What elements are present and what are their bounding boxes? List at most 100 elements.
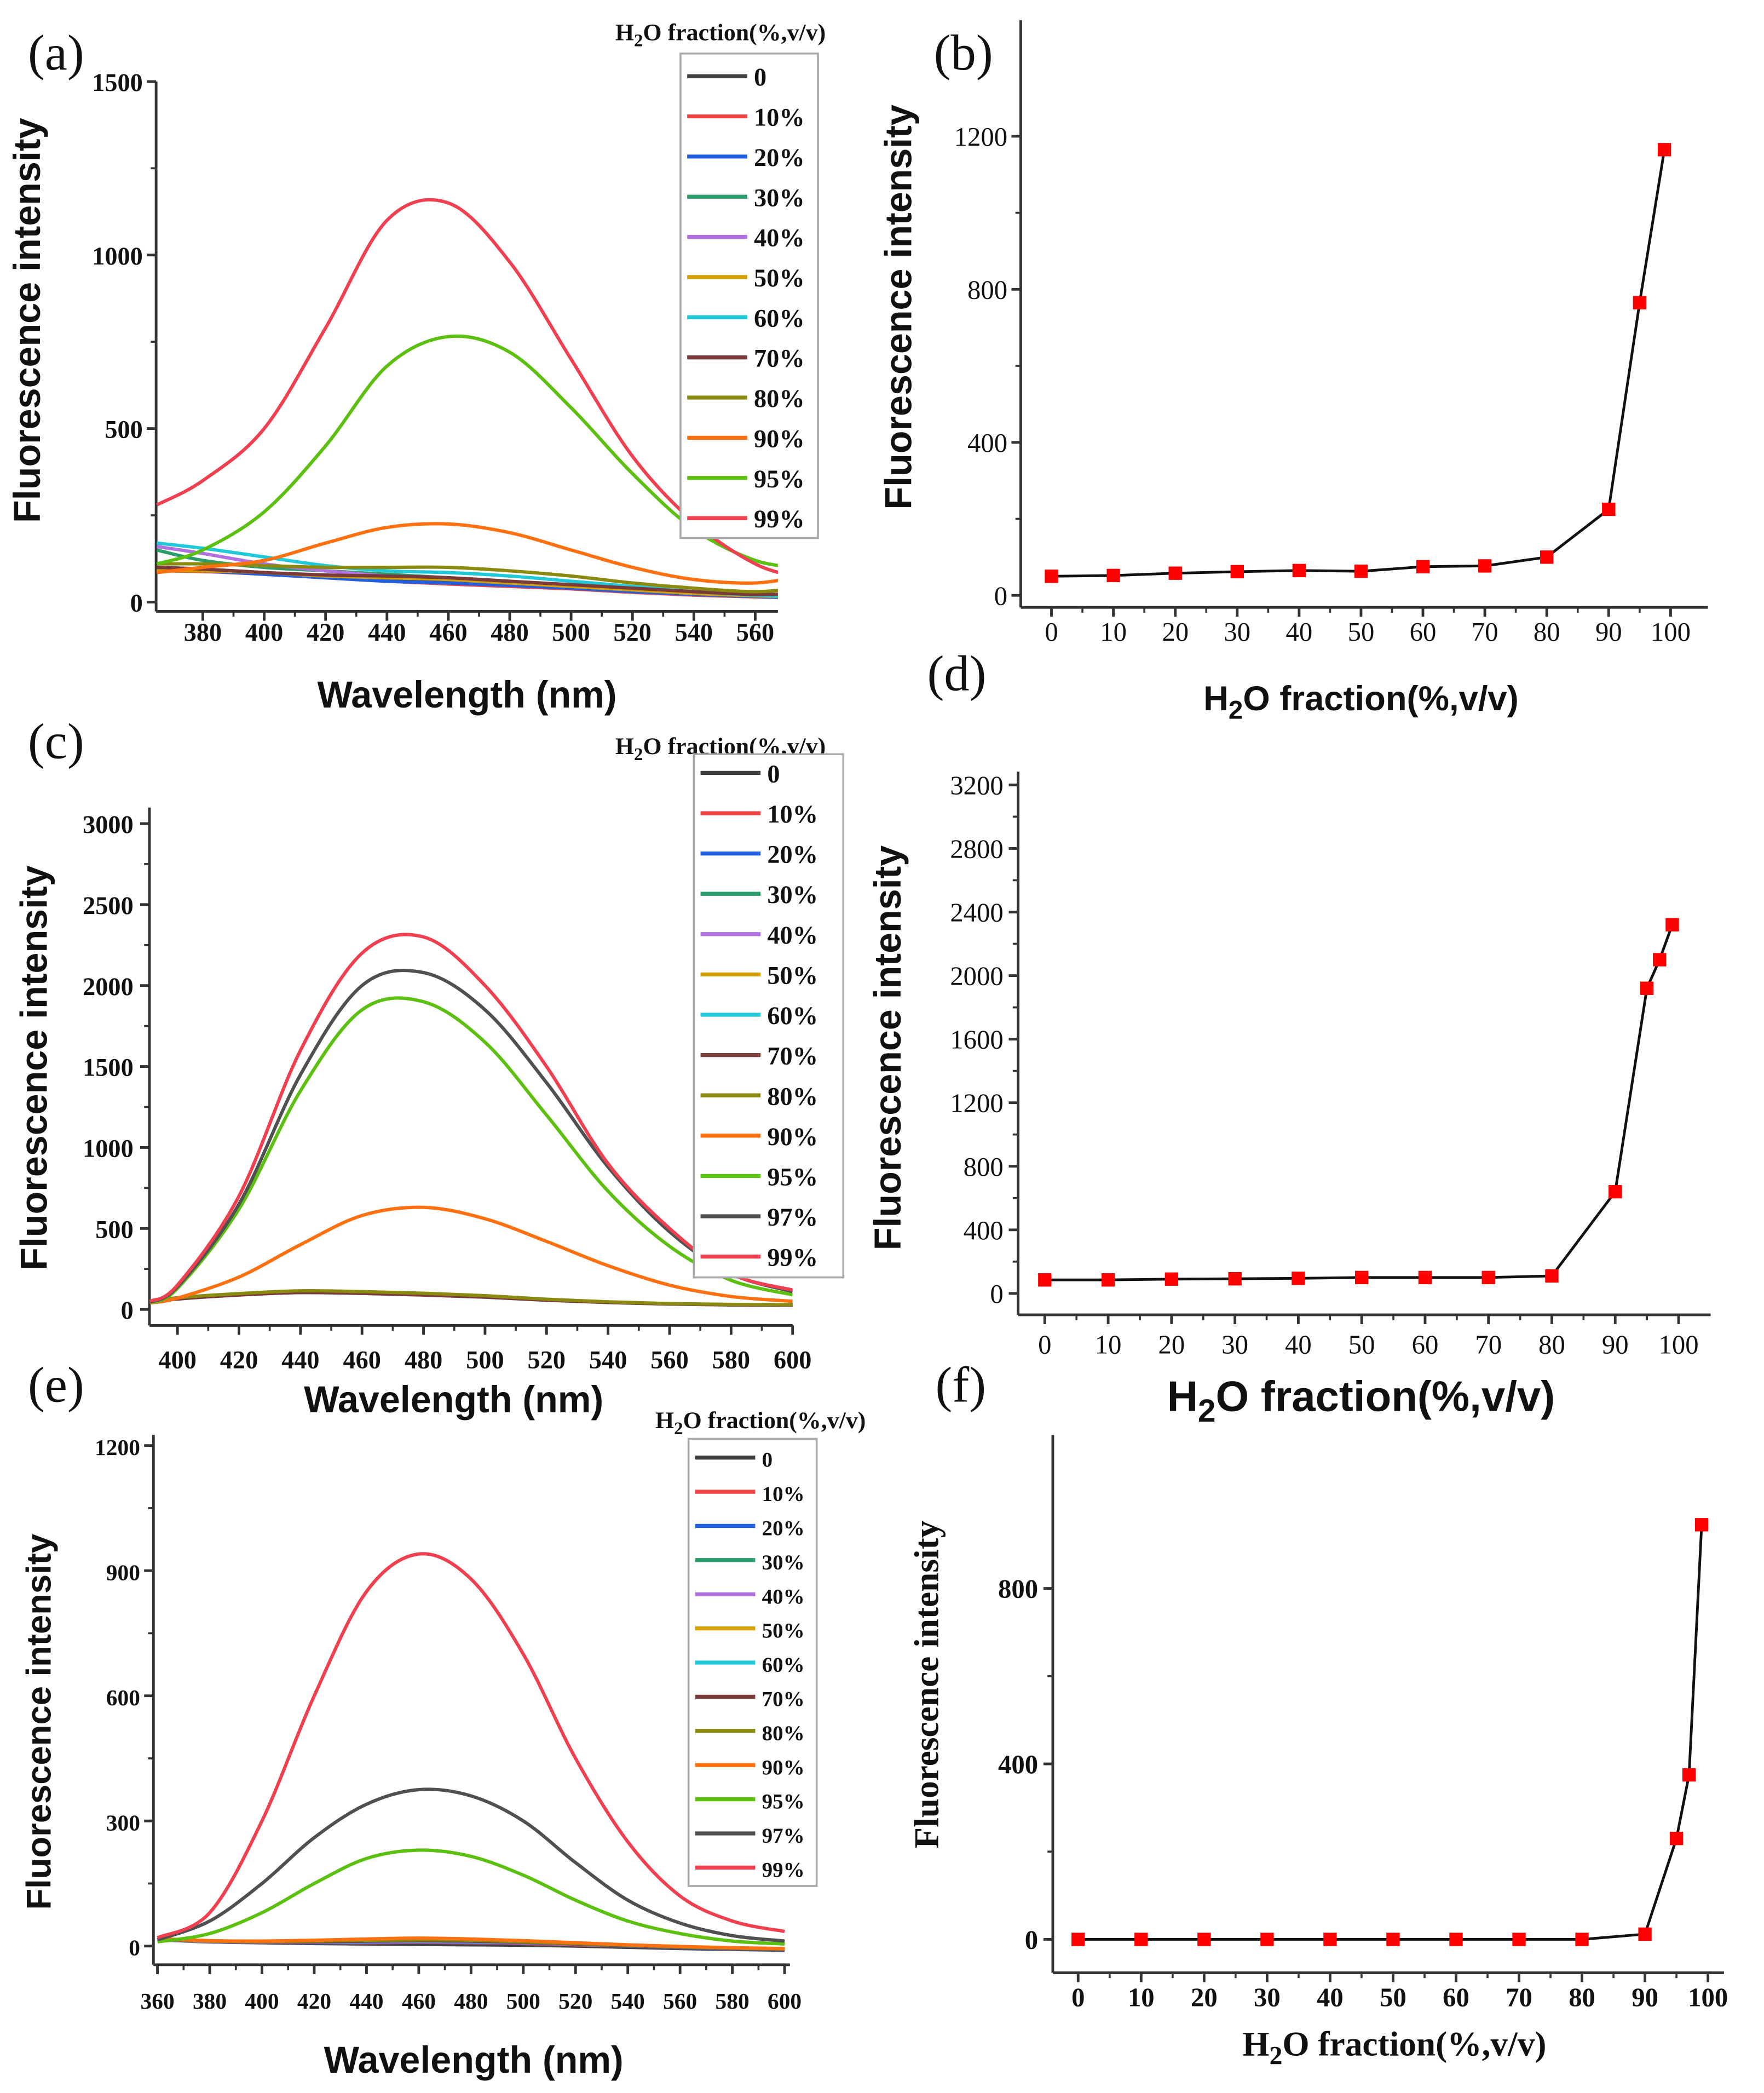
x-axis-title: H2O fraction(%,v/v) <box>1167 1372 1555 1428</box>
x-tick-label: 600 <box>768 1988 802 2014</box>
x-tick-label: 100 <box>1658 1330 1698 1360</box>
y-tick-label: 400 <box>998 1750 1038 1779</box>
legend-item-label: 60% <box>762 1653 805 1677</box>
x-tick-label: 90 <box>1602 1330 1629 1360</box>
series-line-90pct <box>157 522 778 585</box>
x-tick-label: 100 <box>1688 1982 1728 2012</box>
data-point <box>1669 1832 1684 1845</box>
legend-item-label: 60% <box>767 1002 818 1030</box>
data-point <box>1449 1933 1463 1946</box>
y-axis-title: Fluorescence intensity <box>20 1534 59 1910</box>
data-point <box>1292 564 1306 577</box>
data-point <box>1071 1933 1085 1946</box>
data-point <box>1575 1933 1589 1946</box>
y-axis-title: Fluorescence intensity <box>878 105 920 510</box>
legend-item-label: 10% <box>767 801 818 829</box>
x-tick-label: 20 <box>1158 1330 1185 1360</box>
x-tick-label: 60 <box>1443 1982 1469 2012</box>
legend-item-label: 95% <box>767 1163 818 1191</box>
y-tick-label: 0 <box>130 589 143 617</box>
data-point <box>1106 568 1120 583</box>
x-tick-label: 20 <box>1162 617 1189 647</box>
y-tick-label: 0 <box>129 1935 140 1960</box>
data-line <box>1045 924 1674 1281</box>
x-tick-label: 420 <box>220 1346 258 1374</box>
legend-item-label: 20% <box>754 144 805 172</box>
data-point <box>1228 1272 1242 1286</box>
data-point <box>1168 566 1182 580</box>
legend-item-label: 97% <box>762 1824 805 1848</box>
x-tick-label: 520 <box>558 1988 592 2014</box>
data-point <box>1323 1933 1337 1946</box>
x-tick-label: 520 <box>614 619 652 647</box>
legend-item-label: 40% <box>767 922 818 950</box>
x-tick-label: 500 <box>506 1988 540 2014</box>
data-point <box>1354 565 1368 578</box>
y-tick-label: 600 <box>106 1685 140 1710</box>
x-tick-label: 10 <box>1095 1330 1122 1360</box>
legend-item-label: 20% <box>762 1517 805 1540</box>
x-tick-label: 520 <box>528 1346 566 1374</box>
data-point <box>1512 1933 1526 1946</box>
data-point <box>1418 1270 1432 1285</box>
x-tick-label: 50 <box>1348 1330 1375 1360</box>
data-point <box>1545 1269 1559 1283</box>
y-axis-title: Fluorescence intensity <box>907 1520 946 1848</box>
x-tick-label: 540 <box>589 1346 627 1374</box>
x-tick-label: 100 <box>1651 617 1691 647</box>
x-tick-label: 460 <box>343 1346 381 1374</box>
data-point <box>1197 1933 1211 1946</box>
legend-item-label: 99% <box>754 505 805 533</box>
series-line-97pct <box>157 1787 785 1943</box>
x-tick-label: 540 <box>675 619 713 647</box>
panel-b: 0 10 20 30 40 50 60 70 80 90 100 0 400 800 1200 Fluores… <box>878 20 1708 725</box>
data-line <box>1078 1525 1703 1941</box>
panel-f: 0 10 20 30 40 50 60 70 80 90 100 0 400 800 Fluorescenc… <box>907 1356 1728 2070</box>
data-point <box>1416 560 1430 574</box>
data-point <box>1354 1270 1369 1285</box>
panel-label: (b) <box>934 25 993 81</box>
y-tick-label: 1500 <box>83 1054 134 1082</box>
legend-item-label: 20% <box>767 841 818 869</box>
legend-item-label: 0 <box>762 1448 773 1472</box>
legend-item-label: 90% <box>762 1756 805 1779</box>
y-tick-label: 0 <box>121 1297 134 1325</box>
y-tick-label: 3000 <box>83 811 134 839</box>
series-line-95pct <box>149 996 793 1305</box>
data-point <box>1633 296 1647 309</box>
y-tick-label: 1000 <box>83 1135 134 1163</box>
x-tick-label: 0 <box>1038 1330 1051 1360</box>
legend-item-label: 30% <box>762 1551 805 1574</box>
data-point <box>1230 565 1244 579</box>
x-tick-label: 460 <box>429 619 467 647</box>
legend-item-label: 10% <box>762 1482 805 1506</box>
y-tick-label: 500 <box>95 1216 133 1244</box>
y-tick-label: 400 <box>964 1216 1004 1245</box>
series-line-90pct <box>149 1205 793 1305</box>
panel-e: 360 380 400 420 440 460 480 500 520 540 560 580 600 0… <box>20 1356 866 2081</box>
x-tick-label: 600 <box>774 1346 811 1374</box>
data-point <box>1640 981 1654 995</box>
y-tick-label: 1200 <box>954 122 1007 152</box>
legend-box <box>679 52 819 539</box>
series-line-95pct <box>157 1848 785 1946</box>
x-tick-label: 560 <box>736 619 774 647</box>
x-tick-label: 70 <box>1506 1982 1532 2012</box>
x-tick-label: 80 <box>1534 617 1560 647</box>
x-tick-label: 460 <box>402 1988 436 2014</box>
legend-item-label: 60% <box>754 304 805 332</box>
x-tick-label: 60 <box>1410 617 1437 647</box>
data-point <box>1602 502 1616 516</box>
x-tick-label: 500 <box>466 1346 504 1374</box>
series-line-99pct <box>157 1552 785 1940</box>
data-point <box>1134 1933 1148 1946</box>
legend-item-label: 50% <box>767 962 818 990</box>
legend-item-label: 10% <box>754 104 805 132</box>
y-tick-label: 2000 <box>83 973 134 1001</box>
data-point <box>1038 1273 1052 1287</box>
x-tick-label: 60 <box>1412 1330 1439 1360</box>
series-line-80pct <box>149 1289 793 1307</box>
legend-item-label: 70% <box>754 345 805 373</box>
y-tick-label: 0 <box>1025 1925 1038 1955</box>
panel-d: 0 10 20 30 40 50 60 70 80 90 100 0 400 800 1200 1600 200… <box>867 645 1711 1429</box>
